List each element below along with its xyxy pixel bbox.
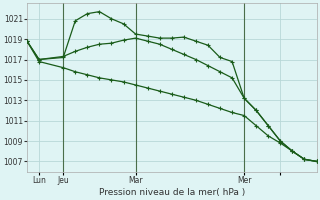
X-axis label: Pression niveau de la mer( hPa ): Pression niveau de la mer( hPa ) — [99, 188, 245, 197]
